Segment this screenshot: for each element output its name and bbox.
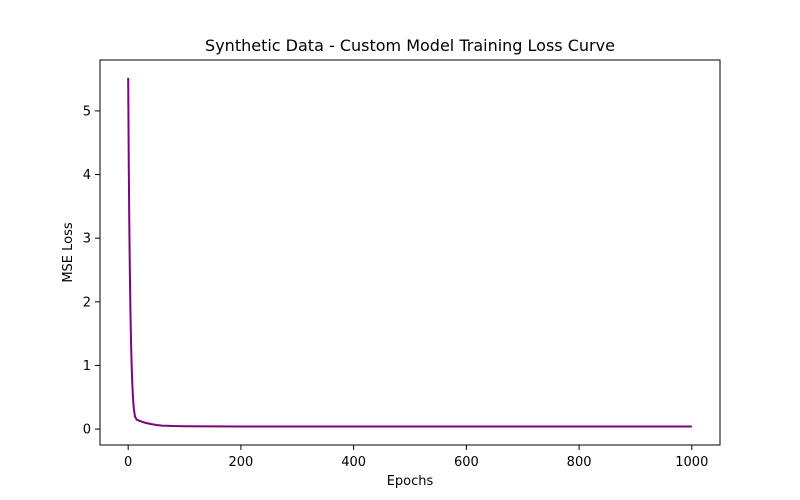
x-tick-label: 0 [124, 455, 132, 470]
plot-area [99, 59, 721, 446]
axes-frame [99, 59, 721, 446]
y-tick-label: 3 [83, 232, 91, 247]
series-line-0 [127, 77, 692, 428]
series-layer [127, 77, 692, 428]
y-tick-label: 0 [83, 423, 91, 438]
y-tick-label: 1 [83, 359, 91, 374]
y-axis-label: MSE Loss [61, 222, 76, 283]
x-axis-ticks: 0 200 400 600 800 1000 [124, 445, 708, 470]
y-tick-label: 5 [83, 104, 91, 119]
x-axis-label: Epochs [387, 474, 434, 489]
chart-title: Synthetic Data - Custom Model Training L… [205, 36, 615, 55]
x-tick-label: 800 [567, 455, 592, 470]
x-tick-label: 400 [341, 455, 366, 470]
x-tick-label: 600 [454, 455, 479, 470]
y-tick-label: 4 [83, 168, 91, 183]
y-tick-label: 2 [83, 295, 91, 310]
x-tick-label: 200 [228, 455, 253, 470]
y-axis-ticks: 0 1 2 3 4 5 [83, 104, 100, 438]
x-tick-label: 1000 [675, 455, 708, 470]
